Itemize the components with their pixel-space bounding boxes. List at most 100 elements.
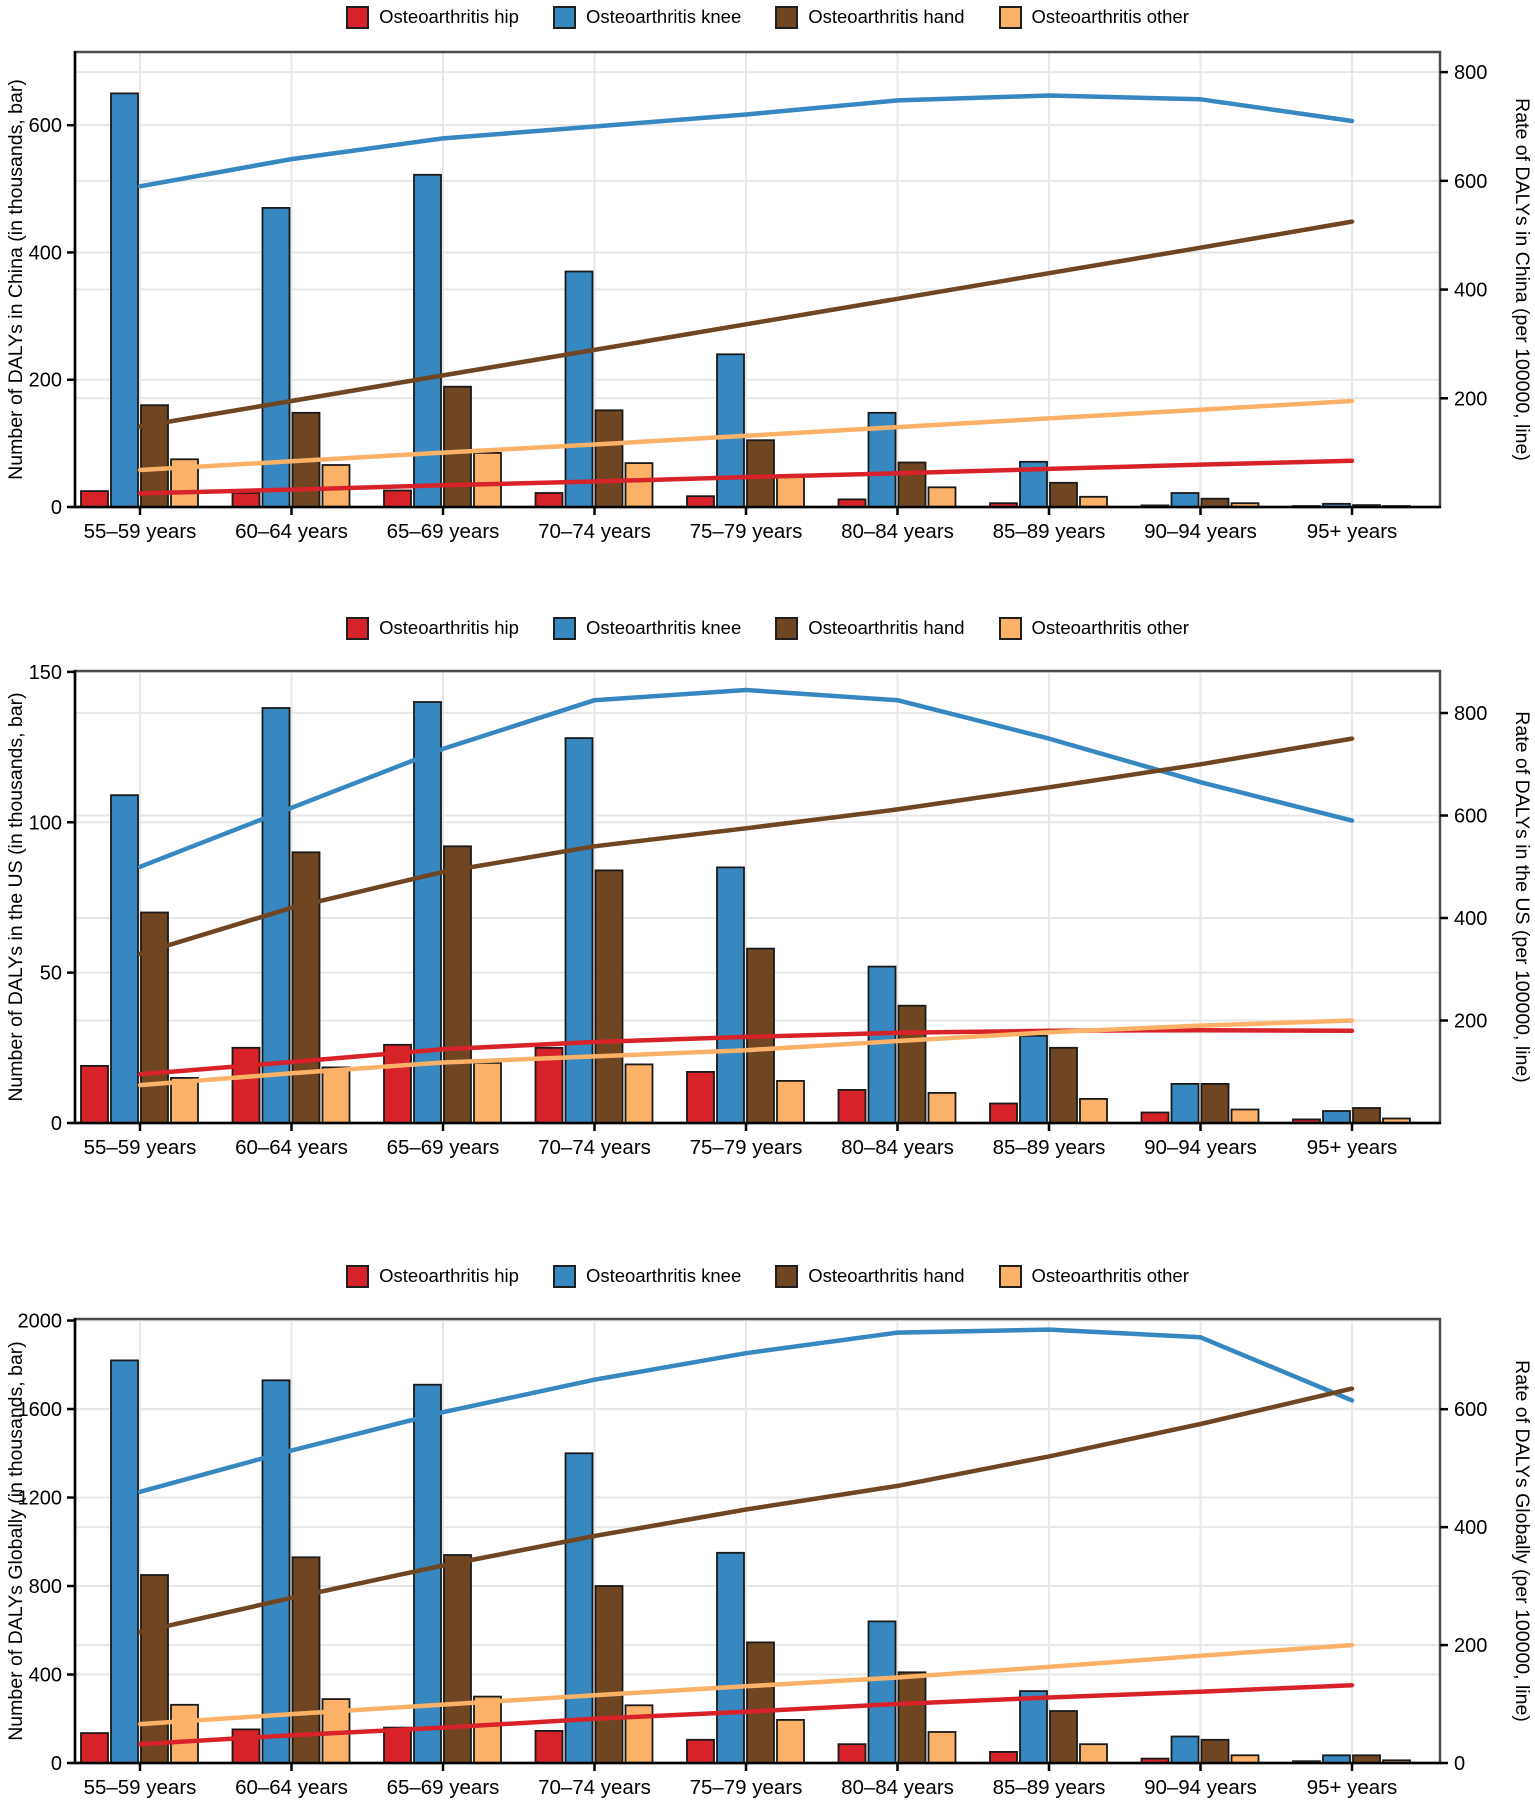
- right-tick-label: 400: [1454, 280, 1487, 302]
- bar-knee-2: [413, 173, 442, 508]
- bar-other-5: [927, 486, 957, 508]
- left-tick-label: 800: [29, 1576, 62, 1598]
- bar-hip-1: [231, 492, 261, 508]
- right-tick-label: 600: [1454, 171, 1487, 193]
- bar-hand-6: [1049, 1046, 1078, 1124]
- x-category-label: 75–79 years: [690, 520, 803, 543]
- left-axis-title-global: Number of DALYs Globally (in thousands, …: [5, 1341, 27, 1741]
- bar-other-6: [1079, 1743, 1108, 1764]
- left-tick-label: 0: [51, 1753, 62, 1775]
- left-tick-label: 0: [51, 1113, 62, 1135]
- legend-item-hand: Osteoarthritis hand: [775, 6, 965, 29]
- bar-other-4: [776, 476, 805, 508]
- bar-knee-7: [1170, 492, 1200, 508]
- bar-hand-3: [594, 409, 624, 508]
- bar-hand-3: [594, 869, 624, 1124]
- knee-swatch-icon: [552, 6, 576, 29]
- bar-knee-4: [716, 353, 745, 508]
- chart-global-line-hand: [137, 1386, 1355, 1635]
- legend-label-hand: Osteoarthritis hand: [808, 6, 965, 28]
- legend-item-knee: Osteoarthritis knee: [552, 617, 742, 640]
- bar-hand-5: [897, 1004, 927, 1124]
- x-category-label: 75–79 years: [690, 1136, 803, 1159]
- legend-label-other: Osteoarthritis other: [1031, 1265, 1189, 1287]
- hand-swatch-icon: [775, 617, 799, 640]
- chart-global-line-knee: [137, 1327, 1355, 1495]
- legend-item-hand: Osteoarthritis hand: [775, 617, 965, 640]
- x-category-label: 65–69 years: [387, 1136, 500, 1159]
- x-category-label: 55–59 years: [84, 1136, 197, 1159]
- left-tick-label: 100: [29, 812, 62, 834]
- right-tick-label: 600: [1454, 806, 1487, 828]
- bar-knee-4: [716, 1551, 745, 1764]
- bar-knee-5: [867, 965, 897, 1124]
- chart-us-line-hip: [137, 1027, 1355, 1077]
- bar-knee-7: [1170, 1735, 1200, 1764]
- bar-hip-4: [686, 1738, 715, 1764]
- bar-other-2: [473, 1062, 502, 1124]
- bar-hip-3: [534, 1730, 564, 1764]
- left-tick-label: 50: [40, 963, 62, 985]
- bar-other-2: [473, 1695, 502, 1764]
- x-category-label: 55–59 years: [84, 520, 197, 543]
- legend-item-hip: Osteoarthritis hip: [346, 1265, 519, 1288]
- x-category-label: 95+ years: [1307, 1776, 1398, 1799]
- right-tick-label: 200: [1454, 388, 1487, 410]
- bar-hand-4: [746, 1641, 775, 1764]
- right-tick-label: 400: [1454, 1517, 1487, 1539]
- legend-label-hip: Osteoarthritis hip: [379, 6, 519, 28]
- bar-knee-1: [261, 206, 291, 508]
- left-tick-label: 400: [29, 1665, 62, 1687]
- legend-label-hip: Osteoarthritis hip: [379, 617, 519, 639]
- bar-hand-2: [443, 845, 472, 1124]
- left-tick-label: 600: [29, 115, 62, 137]
- bar-other-4: [776, 1080, 805, 1124]
- chart-global-line-other: [137, 1642, 1355, 1727]
- chart-china-line-knee: [137, 93, 1355, 189]
- bar-other-5: [927, 1731, 957, 1764]
- bar-knee-0: [110, 92, 139, 508]
- bar-knee-5: [867, 1620, 897, 1764]
- bar-other-3: [624, 462, 654, 508]
- bar-hand-0: [140, 911, 169, 1124]
- left-tick-label: 0: [51, 497, 62, 519]
- bar-other-7: [1230, 1108, 1260, 1124]
- chart-us-bars-hip: [80, 1043, 1321, 1124]
- bar-other-6: [1079, 495, 1108, 508]
- x-category-label: 75–79 years: [690, 1776, 803, 1799]
- x-category-label: 90–94 years: [1144, 1136, 1257, 1159]
- right-axis-title-global: Rate of DALYs Globally (per 100000, line…: [1511, 1360, 1533, 1722]
- chart-global-bars-hip: [80, 1726, 1321, 1764]
- right-tick-label: 600: [1454, 1399, 1487, 1421]
- legend-us: Osteoarthritis hip Osteoarthritis knee Ost…: [0, 617, 1535, 640]
- bar-other-3: [624, 1063, 654, 1124]
- legend-label-hand: Osteoarthritis hand: [808, 1265, 965, 1287]
- x-category-label: 80–84 years: [841, 1776, 954, 1799]
- bar-hand-5: [897, 1671, 927, 1764]
- left-tick-label: 2000: [18, 1311, 63, 1333]
- x-category-label: 70–74 years: [538, 1136, 651, 1159]
- bar-knee-7: [1170, 1083, 1200, 1124]
- bar-hand-0: [140, 1574, 169, 1764]
- legend-label-knee: Osteoarthritis knee: [585, 617, 742, 639]
- bar-hip-1: [231, 1046, 261, 1124]
- other-swatch-icon: [998, 1265, 1022, 1288]
- right-tick-label: 800: [1454, 703, 1487, 725]
- legend-label-other: Osteoarthritis other: [1031, 6, 1189, 28]
- bar-other-1: [321, 1066, 351, 1124]
- bar-knee-0: [110, 1359, 139, 1764]
- bar-other-5: [927, 1092, 957, 1124]
- bar-hand-8: [1352, 1107, 1381, 1124]
- legend-item-other: Osteoarthritis other: [998, 6, 1189, 29]
- legend-item-other: Osteoarthritis other: [998, 617, 1189, 640]
- bar-hand-6: [1049, 481, 1078, 508]
- bar-hand-6: [1049, 1710, 1078, 1764]
- hand-swatch-icon: [775, 1265, 799, 1288]
- bar-hand-7: [1200, 1083, 1230, 1124]
- knee-swatch-icon: [552, 1265, 576, 1288]
- bar-hip-7: [1140, 1111, 1170, 1124]
- chart-china-line-hip: [137, 458, 1355, 496]
- bar-knee-2: [413, 701, 442, 1124]
- left-axis-title-china: Number of DALYs in China (in thousands, …: [5, 79, 27, 480]
